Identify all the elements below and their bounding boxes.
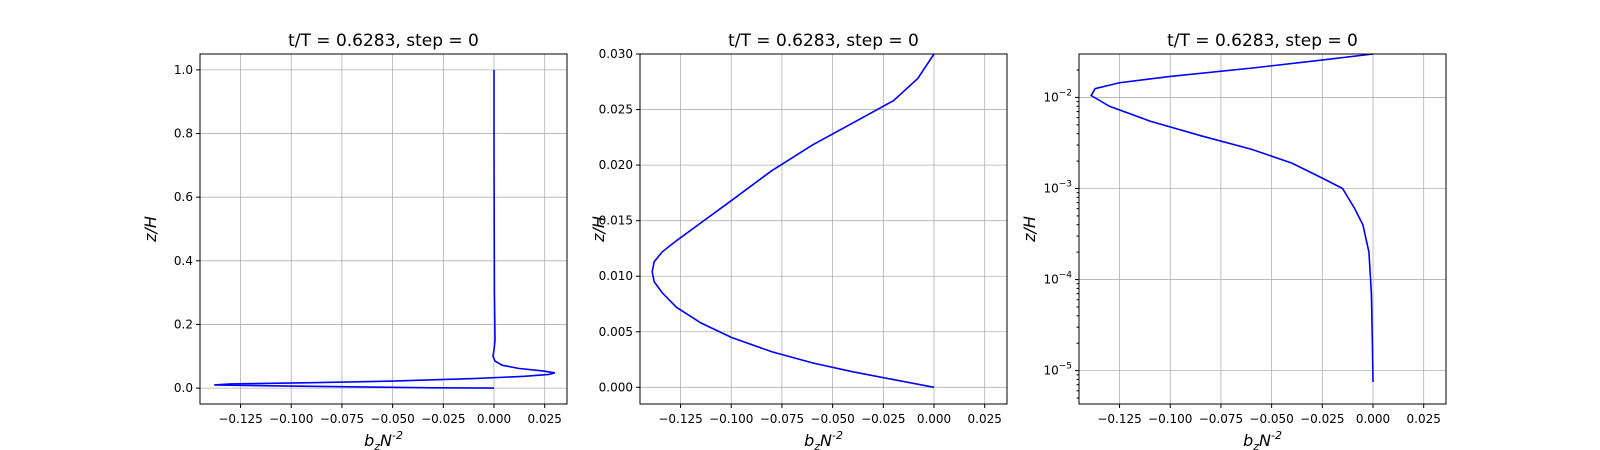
y-tick-label: 0.010 [599,269,633,283]
y-tick-label: 0.015 [599,214,633,228]
subplot-2: −0.125 −0.100 −0.075 −0.050 −0.025 0.000 0.025… [589,31,1008,450]
y-tick-label: 0.000 [599,380,633,394]
x-tick-label: −0.075 [320,412,364,426]
x-axis-label: bzN-2 [804,429,843,450]
series-line [214,69,556,389]
x-tick-label: −0.075 [760,412,804,426]
y-axis-label: z/H [589,216,608,243]
y-tick-label: 1.0 [174,63,193,77]
subplot-1: −0.125 −0.100 −0.075 −0.050 −0.025 0.000 0.025… [141,31,568,450]
x-tick-label: −0.100 [1148,412,1192,426]
subplot-3: −0.125 −0.100 −0.075 −0.050 −0.025 0.000 0.025… [1020,31,1447,450]
y-tick-label: 0.0 [174,381,193,395]
y-tick-label: 10−3 [1043,180,1072,196]
chart-title: t/T = 0.6283, step = 0 [1167,31,1358,51]
x-axis-label: bzN-2 [364,429,403,450]
y-tick-label: 0.2 [174,317,193,331]
x-tick-label: −0.125 [1097,412,1141,426]
x-tick-label: −0.125 [218,412,262,426]
y-tick-label: 0.6 [174,190,193,204]
plot-frame [1078,53,1447,405]
y-tick-label: 0.025 [599,103,633,117]
plot-frame [639,53,1008,405]
x-tick-label: −0.075 [1199,412,1243,426]
x-tick-label: 0.000 [1356,412,1390,426]
x-tick-label: −0.025 [421,412,465,426]
y-tick-label: 0.4 [174,254,193,268]
y-tick-label: 0.020 [599,158,633,172]
y-tick-label: 0.8 [174,127,193,141]
chart-title: t/T = 0.6283, step = 0 [728,31,919,51]
x-tick-label: −0.100 [269,412,313,426]
y-tick-label: 10−2 [1043,88,1072,104]
y-axis-label: z/H [141,216,160,243]
y-tick-label: 0.030 [599,47,633,61]
x-tick-label: 0.025 [968,412,1002,426]
x-tick-label: 0.000 [477,412,511,426]
series-line [651,53,935,389]
x-tick-label: −0.050 [810,412,854,426]
x-tick-label: −0.125 [658,412,702,426]
x-tick-label: −0.025 [861,412,905,426]
x-tick-label: −0.050 [1249,412,1293,426]
plot-frame [199,53,568,405]
y-tick-label: 0.005 [599,325,633,339]
y-tick-label: 10−4 [1043,271,1072,287]
x-tick-label: −0.025 [1300,412,1344,426]
x-tick-label: −0.100 [709,412,753,426]
x-tick-label: 0.000 [917,412,951,426]
x-tick-label: 0.025 [1407,412,1441,426]
y-tick-label: 10−5 [1043,362,1072,378]
x-tick-label: 0.025 [528,412,562,426]
x-axis-label: bzN-2 [1243,429,1282,450]
x-tick-label: −0.050 [370,412,414,426]
chart-title: t/T = 0.6283, step = 0 [288,31,479,51]
series-line [1090,53,1374,383]
y-axis-label: z/H [1020,216,1039,243]
